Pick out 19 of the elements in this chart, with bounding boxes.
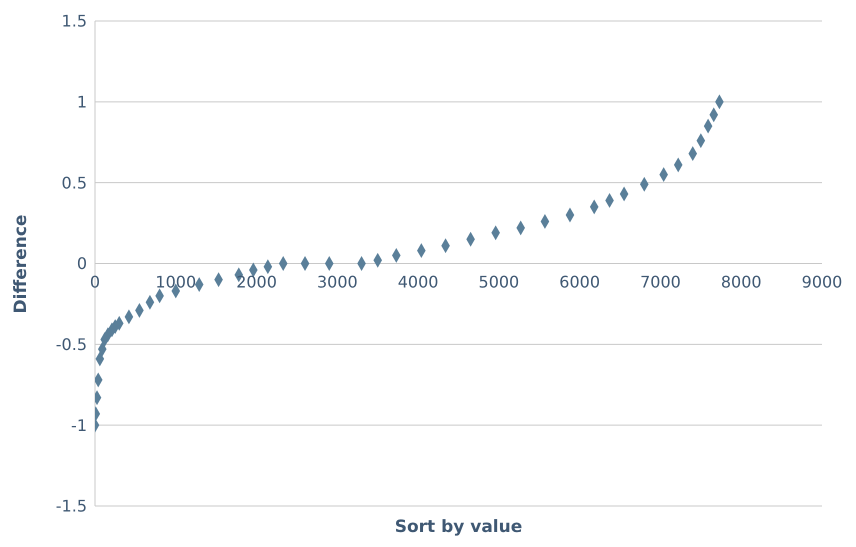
- x-tick-label: 5000: [478, 272, 520, 292]
- x-tick-label: 6000: [559, 272, 600, 292]
- y-tick-label: -1.5: [56, 496, 87, 516]
- y-tick-label: 0: [76, 254, 87, 274]
- y-tick-label: 1: [76, 92, 87, 112]
- y-tick-label: 0.5: [62, 173, 87, 192]
- x-tick-label: 8000: [720, 272, 762, 292]
- y-tick-label: -1: [71, 416, 87, 435]
- x-axis-title: Sort by value: [394, 517, 524, 537]
- x-tick-label: 1000: [155, 272, 196, 292]
- y-axis-title: Difference: [11, 214, 31, 313]
- x-tick-label: 9000: [802, 272, 842, 292]
- y-tick-label: 1.5: [62, 12, 87, 31]
- y-tick-label: -0.5: [56, 335, 87, 354]
- x-tick-label: 0: [90, 272, 100, 292]
- x-tick-label: 7000: [640, 272, 681, 292]
- x-tick-label: 4000: [398, 272, 438, 292]
- x-tick-label: 2000: [236, 272, 277, 292]
- x-tick-label: 3000: [316, 272, 358, 292]
